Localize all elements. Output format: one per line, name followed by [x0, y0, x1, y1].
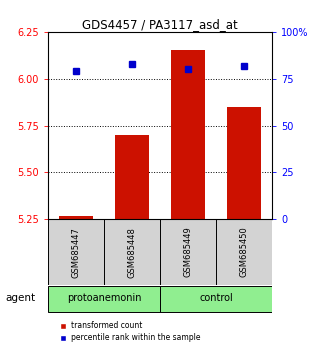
Text: agent: agent: [5, 293, 36, 303]
Text: GSM685450: GSM685450: [239, 227, 249, 278]
Text: GSM685448: GSM685448: [127, 227, 137, 278]
Title: GDS4457 / PA3117_asd_at: GDS4457 / PA3117_asd_at: [82, 18, 238, 31]
Bar: [59, 216, 93, 219]
Bar: [115, 135, 149, 219]
Bar: [160, 286, 272, 312]
Text: protoanemonin: protoanemonin: [67, 293, 141, 303]
Text: GSM685447: GSM685447: [71, 227, 81, 278]
Bar: [48, 286, 160, 312]
Text: GSM685449: GSM685449: [183, 227, 193, 278]
Bar: [227, 107, 261, 219]
Bar: [171, 50, 205, 219]
Legend: transformed count, percentile rank within the sample: transformed count, percentile rank withi…: [56, 318, 204, 345]
Text: control: control: [199, 293, 233, 303]
